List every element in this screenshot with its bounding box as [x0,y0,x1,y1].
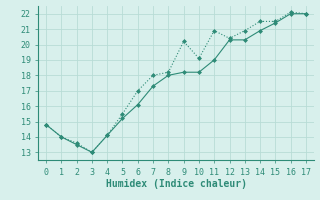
X-axis label: Humidex (Indice chaleur): Humidex (Indice chaleur) [106,179,246,189]
